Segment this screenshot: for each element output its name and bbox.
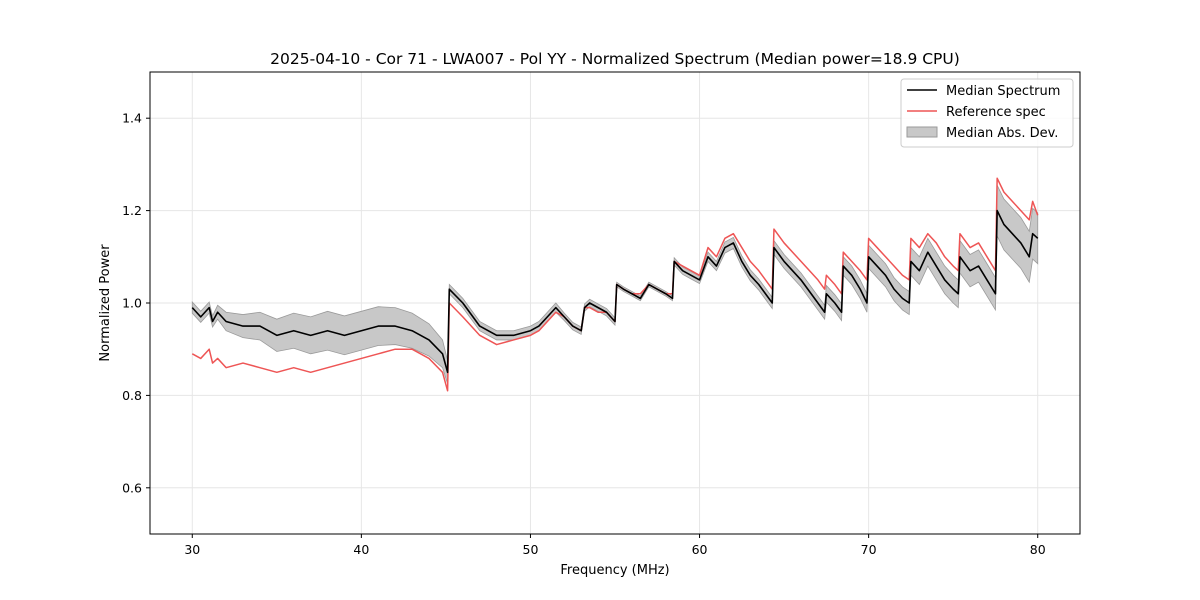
legend-mad-swatch (906, 126, 938, 138)
chart-title: 2025-04-10 - Cor 71 - LWA007 - Pol YY - … (270, 50, 960, 68)
y-axis-label: Normalized Power (98, 244, 113, 362)
x-tick-label: 80 (1030, 542, 1046, 557)
y-tick-label: 1.0 (122, 296, 142, 311)
y-axis: 0.6 0.8 1.0 1.2 1.4 (122, 111, 150, 495)
legend-mad-label: Median Abs. Dev. (946, 126, 1058, 141)
x-tick-label: 30 (184, 542, 200, 557)
y-tick-label: 0.8 (122, 388, 142, 403)
legend-reference-label: Reference spec (946, 105, 1046, 120)
reference-spectrum-line (191, 177, 1039, 392)
x-tick-label: 40 (353, 542, 369, 557)
legend-box (900, 78, 1074, 148)
x-axis-label: Frequency (MHz) (560, 563, 669, 578)
y-tick-label: 1.4 (122, 111, 142, 126)
x-tick-label: 50 (523, 542, 539, 557)
x-tick-label: 60 (692, 542, 708, 557)
y-tick-label: 1.2 (122, 203, 142, 218)
x-axis: 30 40 50 60 70 80 (184, 534, 1046, 557)
median-line-layer (191, 209, 1039, 374)
reference-line-layer (191, 177, 1039, 392)
median-spectrum-line (191, 209, 1039, 374)
x-tick-label: 70 (861, 542, 877, 557)
legend-median-label: Median Spectrum (946, 84, 1060, 99)
legend: Median Spectrum Reference spec Median Ab… (900, 78, 1074, 148)
y-tick-label: 0.6 (122, 480, 142, 495)
